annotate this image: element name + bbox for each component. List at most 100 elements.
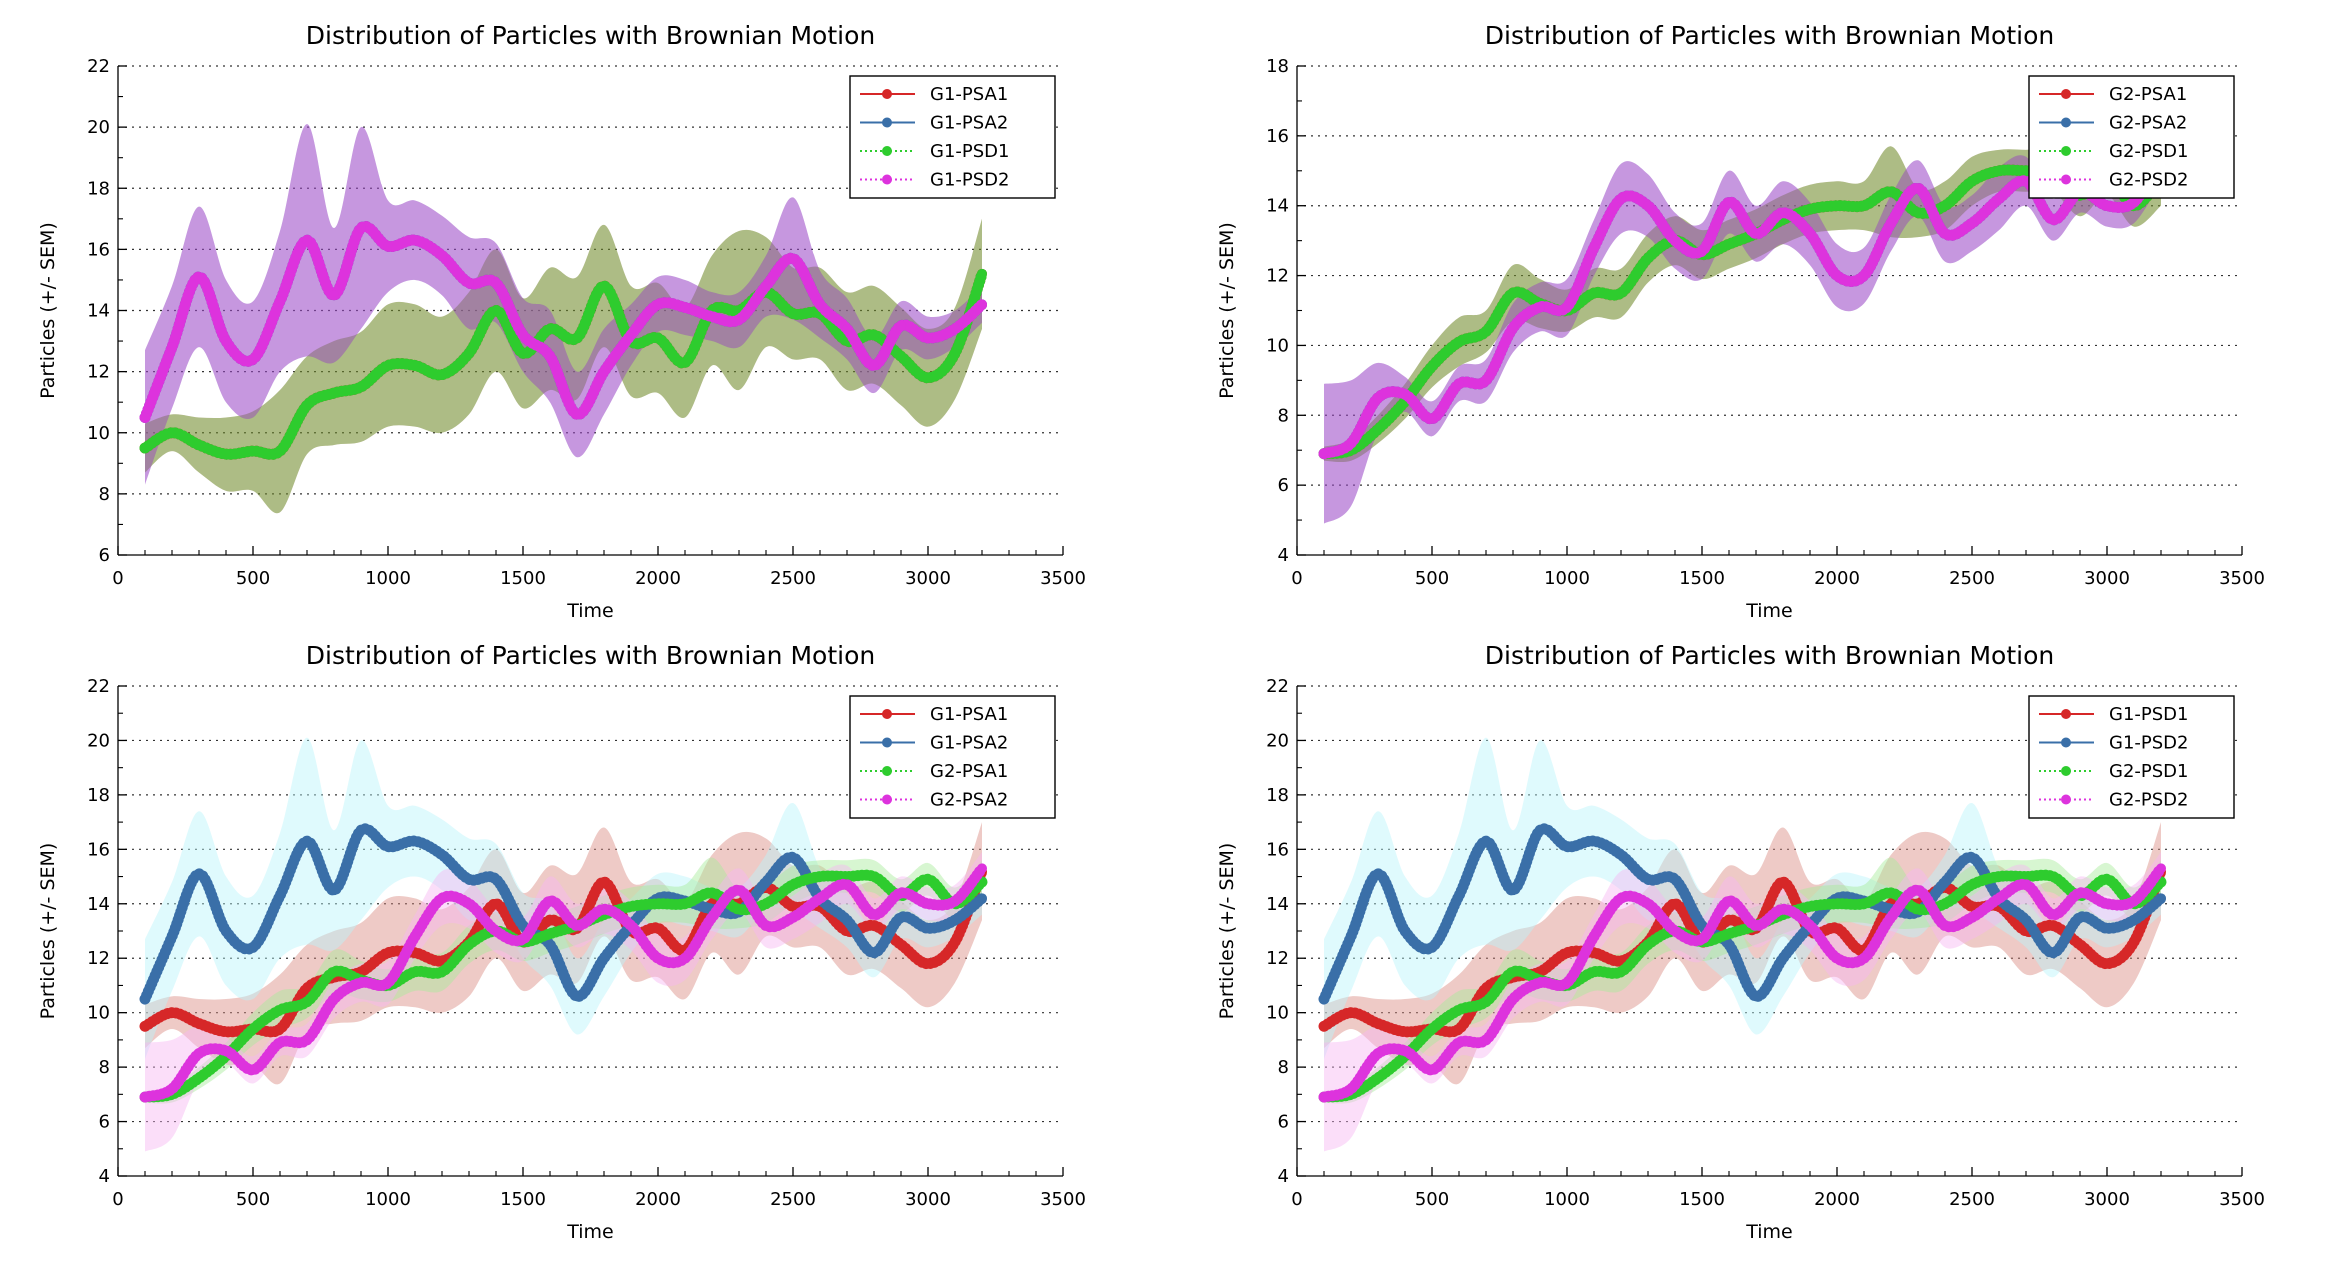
data-point-G1-PSD1 [356, 381, 366, 392]
data-point-G2-PSD1 [1724, 239, 1734, 250]
data-point-G1-PSA1 [869, 920, 879, 931]
plot-area [139, 124, 988, 514]
data-point-G1-PSD2 [518, 329, 528, 340]
chart-panel-3: 4 6 8 10 12 14 16 18 20 22 0 500 1000 1500 2000 2500 300… [37, 641, 1086, 1243]
x-tick-label: 500 [236, 1189, 270, 1210]
data-point-G1-PSD1 [491, 305, 501, 316]
legend-label: G2-PSD1 [2109, 141, 2189, 162]
data-point-G1-PSD2 [572, 409, 582, 420]
data-point-G2-PSA2 [977, 863, 987, 874]
data-point-G2-PSD2 [1697, 246, 1707, 257]
data-point-G1-PSA1 [194, 1018, 204, 1029]
data-point-G2-PSA1 [464, 939, 474, 950]
x-tick-label: 1500 [500, 568, 546, 589]
data-point-G2-PSA1 [815, 871, 825, 882]
data-point-G2-PSA1 [626, 901, 636, 912]
data-point-G2-PSA2 [572, 920, 582, 931]
data-point-G1-PSA2 [464, 874, 474, 885]
data-point-G1-PSD1 [1319, 1021, 1329, 1032]
data-point-G2-PSD1 [1967, 879, 1977, 890]
data-point-G2-PSD2 [1562, 977, 1572, 988]
data-point-G2-PSD1 [1994, 165, 2004, 176]
data-point-G2-PSD1 [1859, 898, 1869, 909]
x-tick-label: 3500 [2219, 568, 2265, 589]
data-point-G1-PSD1 [329, 388, 339, 399]
data-point-G2-PSD2 [1643, 898, 1653, 909]
legend-marker [882, 766, 892, 776]
data-point-G1-PSD2 [1535, 825, 1545, 836]
legend-item-G2-PSD1: G2-PSD1 [2039, 761, 2189, 782]
data-point-G1-PSA1 [491, 898, 501, 909]
data-point-G2-PSD2 [2129, 197, 2139, 208]
legend-marker [882, 794, 892, 805]
data-point-G2-PSD1 [1859, 200, 1869, 211]
legend-label: G1-PSD1 [930, 141, 1010, 162]
legend-item-G2-PSA1: G2-PSA1 [2039, 84, 2187, 105]
plot-area [139, 737, 988, 1152]
data-point-G2-PSA2 [491, 926, 501, 936]
data-point-G2-PSA1 [788, 879, 798, 890]
data-point-G2-PSD2 [1940, 228, 1950, 239]
legend-item-G2-PSA2: G2-PSA2 [860, 790, 1008, 811]
data-point-G2-PSD2 [1859, 953, 1869, 964]
data-point-G2-PSD1 [1373, 424, 1383, 435]
data-point-G2-PSD2 [1967, 218, 1977, 229]
data-point-G1-PSD2 [815, 299, 825, 310]
data-point-G2-PSD2 [1886, 218, 1896, 229]
data-point-G1-PSD2 [626, 329, 636, 340]
x-tick-label: 2000 [1814, 1189, 1860, 1210]
legend-item-G2-PSD2: G2-PSD2 [2039, 790, 2189, 811]
data-point-G1-PSD2 [788, 253, 798, 264]
data-point-G1-PSD1 [410, 360, 420, 371]
data-point-G2-PSD2 [1994, 193, 2004, 204]
data-point-G2-PSD2 [1805, 228, 1815, 239]
data-point-G2-PSD2 [1589, 242, 1599, 253]
data-point-G2-PSA2 [302, 1034, 312, 1045]
data-point-G2-PSA2 [167, 1083, 177, 1094]
data-point-G1-PSA2 [545, 939, 555, 950]
x-tick-label: 3000 [2084, 1189, 2130, 1210]
data-point-G2-PSD1 [1481, 996, 1491, 1007]
data-point-G2-PSD1 [1940, 200, 1950, 211]
y-tick-label: 16 [1266, 839, 1289, 860]
data-point-G2-PSA2 [518, 934, 528, 945]
data-point-G1-PSD2 [1427, 942, 1437, 953]
y-tick-label: 22 [87, 56, 110, 77]
data-point-G1-PSD1 [869, 329, 879, 340]
legend-label: G2-PSA2 [2109, 113, 2187, 134]
y-tick-label: 6 [1278, 475, 1289, 496]
data-point-G1-PSD1 [599, 281, 609, 292]
data-point-G1-PSA2 [194, 868, 204, 879]
data-point-G2-PSD2 [1778, 904, 1788, 915]
legend-item-G1-PSD2: G1-PSD2 [2039, 733, 2189, 754]
legend-item-G1-PSA1: G1-PSA1 [860, 704, 1008, 725]
data-point-G2-PSD1 [1886, 186, 1896, 197]
x-tick-label: 1500 [500, 1189, 546, 1210]
data-point-G1-PSD1 [1562, 947, 1572, 958]
data-point-G2-PSA2 [545, 896, 555, 907]
data-point-G2-PSD2 [2102, 200, 2112, 211]
y-tick-label: 14 [87, 301, 110, 322]
data-point-G1-PSD2 [464, 277, 474, 288]
sem-band-G1-PSD2 [145, 124, 982, 485]
data-point-G2-PSA2 [734, 885, 744, 896]
data-point-G1-PSD2 [1562, 841, 1572, 852]
y-tick-label: 12 [1266, 266, 1289, 287]
data-point-G2-PSD2 [1805, 920, 1815, 931]
x-tick-label: 3500 [1040, 568, 1086, 589]
data-point-G2-PSD2 [1508, 322, 1518, 333]
data-point-G2-PSD1 [1913, 904, 1923, 915]
legend-label: G2-PSD1 [2109, 761, 2189, 782]
data-point-G2-PSA1 [275, 1004, 285, 1015]
data-point-G2-PSA2 [950, 896, 960, 907]
data-point-G1-PSA1 [140, 1021, 150, 1032]
y-tick-label: 10 [1266, 1003, 1289, 1024]
data-point-G2-PSA2 [653, 953, 663, 964]
data-point-G1-PSD1 [194, 439, 204, 450]
data-point-G2-PSD2 [1616, 193, 1626, 204]
data-point-G1-PSD1 [1373, 1018, 1383, 1029]
data-point-G2-PSD1 [1805, 901, 1815, 912]
data-point-G2-PSD2 [2021, 879, 2031, 890]
data-point-G2-PSA2 [707, 912, 717, 923]
legend-marker [2061, 737, 2071, 748]
